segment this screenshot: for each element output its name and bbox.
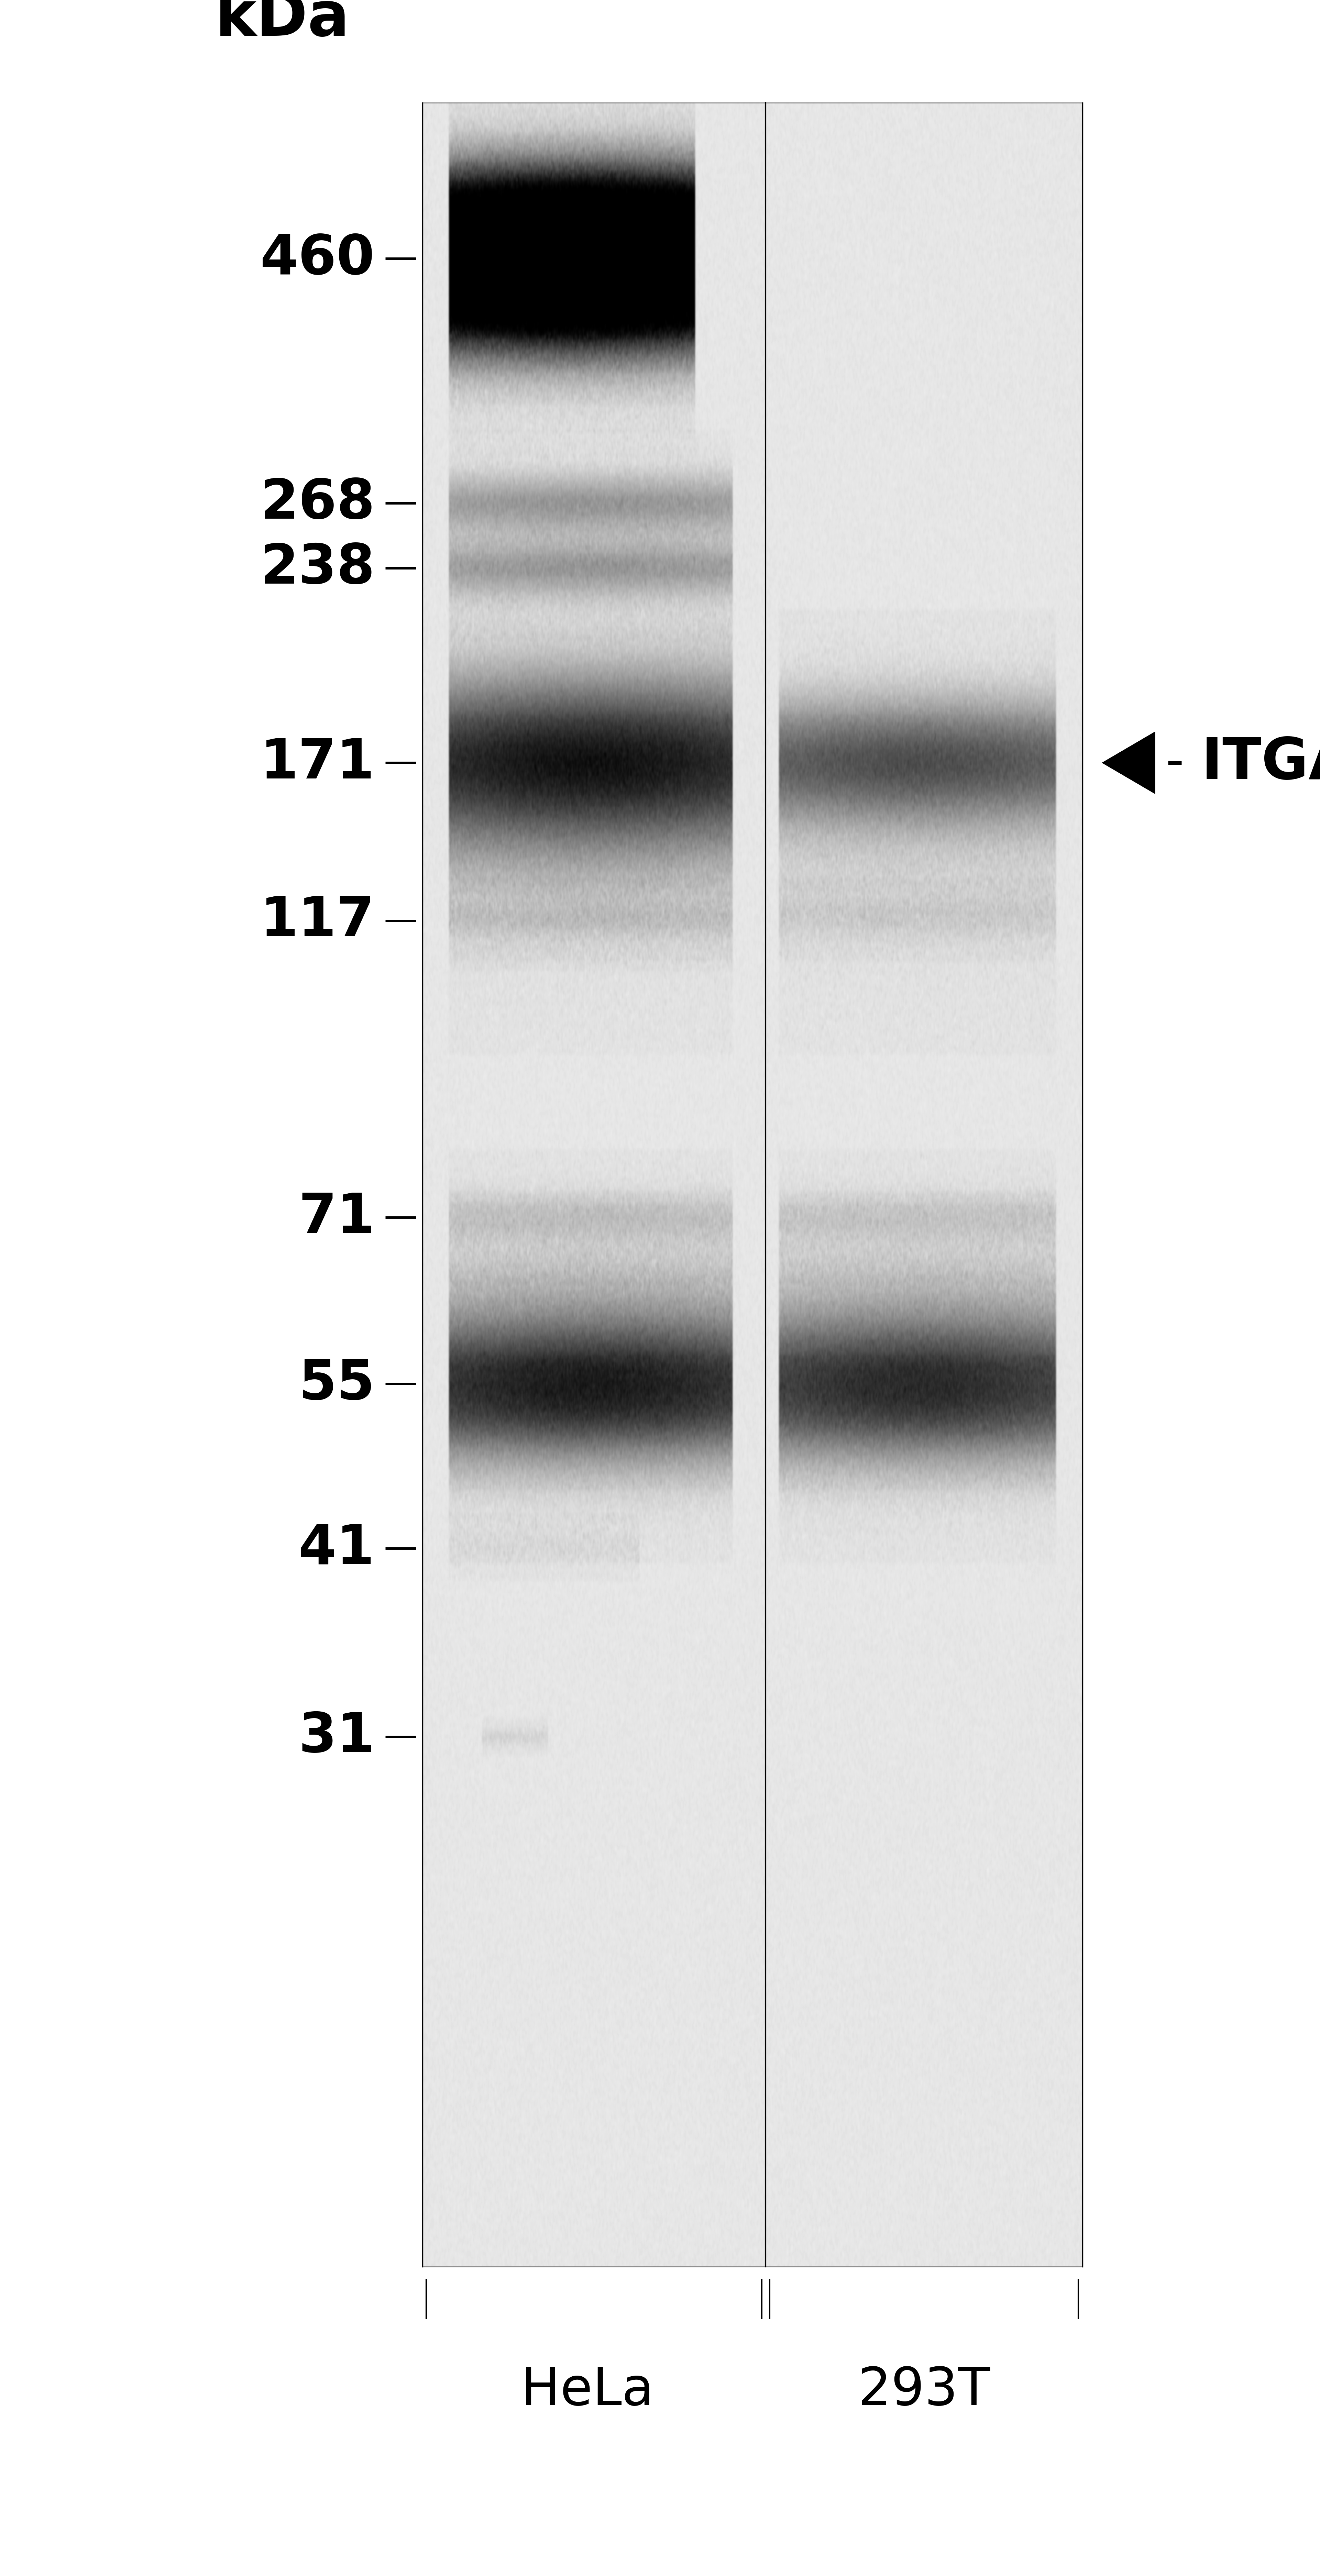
Text: 238: 238 [260,541,375,595]
Text: ITGA2: ITGA2 [1201,734,1320,791]
Text: HeLa: HeLa [521,2365,653,2416]
Text: kDa: kDa [215,0,350,49]
Text: 268: 268 [260,477,375,531]
Bar [422,103,1082,2267]
Polygon shape [1102,732,1155,793]
Text: 117: 117 [260,894,375,948]
Text: 171: 171 [260,737,375,791]
Text: 41: 41 [298,1522,375,1574]
Text: 55: 55 [298,1358,375,1412]
Text: 71: 71 [298,1190,375,1244]
Text: 460: 460 [260,232,375,286]
Text: 293T: 293T [858,2365,990,2416]
Text: 31: 31 [298,1710,375,1765]
